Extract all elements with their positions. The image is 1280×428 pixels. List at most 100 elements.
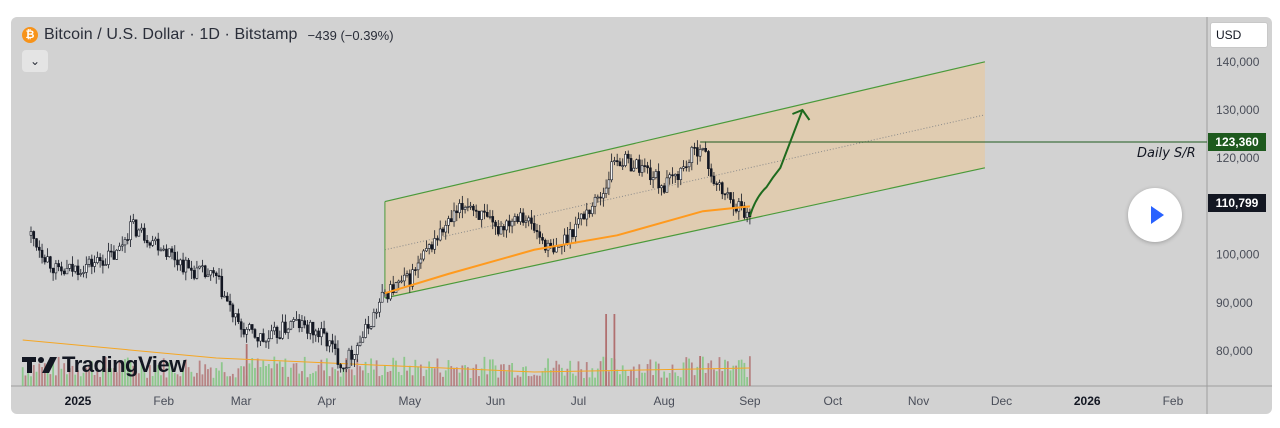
candle-body	[73, 265, 77, 272]
candle-body	[358, 341, 362, 346]
volume-bar	[466, 367, 469, 386]
volume-bar	[630, 369, 632, 386]
y-tick-label: 100,000	[1216, 248, 1260, 262]
volume-bar	[677, 375, 679, 386]
candle-body	[60, 266, 63, 272]
candle-body	[209, 270, 213, 276]
volume-bar	[489, 359, 491, 386]
volume-bar	[447, 360, 450, 386]
volume-bar	[378, 376, 381, 386]
volume-bar	[436, 358, 439, 386]
symbol-title[interactable]: Bitcoin / U.S. Dollar · 1D · Bitstamp	[44, 26, 298, 43]
candle-body	[297, 319, 301, 329]
candle-body	[516, 216, 519, 223]
candle-body	[179, 259, 182, 266]
candle-body	[325, 332, 329, 347]
candle-body	[242, 329, 246, 335]
volume-bar	[563, 375, 566, 386]
volume-bar	[317, 364, 320, 386]
candle-body	[496, 226, 500, 235]
currency-button[interactable]: USD	[1210, 22, 1268, 48]
volume-bar	[254, 367, 256, 386]
candle-body	[679, 167, 683, 180]
volume-bar	[610, 358, 613, 386]
candle-body	[566, 234, 569, 244]
candle-body	[29, 231, 33, 236]
candle-body	[510, 220, 514, 227]
volume-bar	[303, 356, 306, 386]
volume-bar	[643, 372, 646, 386]
candle-body	[361, 337, 365, 343]
volume-bar	[66, 374, 68, 386]
candle-body	[259, 333, 262, 342]
candle-body	[184, 259, 188, 273]
volume-bar	[679, 377, 682, 386]
volume-bar	[442, 376, 444, 386]
candle-body	[109, 250, 113, 253]
chevron-down-icon[interactable]: ⌄	[22, 50, 48, 72]
volume-bar	[151, 376, 154, 386]
play-button[interactable]	[1128, 188, 1182, 242]
candle-body	[701, 148, 705, 150]
volume-bar	[494, 365, 497, 386]
volume-bar	[552, 367, 555, 386]
volume-bar	[118, 361, 121, 386]
volume-bar	[386, 371, 389, 386]
candle-body	[176, 259, 179, 266]
candle-body	[715, 183, 719, 185]
volume-bar	[38, 363, 41, 386]
volume-bar	[500, 364, 502, 386]
volume-bar	[325, 358, 328, 386]
candle-body	[112, 251, 116, 260]
volume-bar	[560, 367, 563, 386]
y-tick-label: 140,000	[1216, 55, 1260, 69]
volume-bar	[701, 356, 704, 386]
candle-body	[129, 221, 132, 241]
candle-body	[311, 321, 315, 336]
candle-body	[499, 226, 503, 235]
volume-bar	[439, 372, 442, 386]
tradingview-logo-icon	[22, 357, 57, 373]
candle-body	[220, 276, 224, 298]
volume-bar	[607, 371, 610, 386]
volume-bar	[226, 376, 229, 386]
volume-bar	[663, 371, 666, 386]
candle-body	[693, 147, 696, 149]
candle-body	[643, 165, 647, 167]
volume-bar	[115, 372, 118, 386]
candle-body	[165, 248, 168, 257]
volume-bar	[431, 368, 433, 386]
candle-body	[71, 263, 74, 272]
candle-body	[596, 196, 600, 199]
candle-body	[101, 260, 105, 266]
candle-body	[541, 237, 544, 241]
candle-body	[198, 265, 201, 269]
candle-body	[613, 160, 616, 163]
volume-bar	[85, 367, 88, 386]
candle-body	[206, 274, 210, 277]
candle-body	[687, 162, 691, 168]
candle-body	[593, 197, 597, 207]
candle-body	[49, 256, 52, 269]
candle-body	[173, 251, 177, 261]
candle-body	[51, 267, 55, 274]
volume-bar	[262, 360, 265, 386]
candle-body	[491, 216, 495, 223]
candle-body	[231, 304, 235, 318]
candle-body	[532, 223, 536, 231]
x-tick-label: Jul	[571, 394, 586, 408]
candle-body	[732, 199, 735, 209]
volume-bar	[184, 359, 187, 386]
volume-bar	[207, 369, 209, 386]
candle-body	[68, 263, 72, 269]
volume-bar	[710, 360, 713, 386]
candle-body	[535, 230, 539, 233]
volume-bar	[425, 369, 428, 386]
volume-bar	[342, 367, 345, 386]
candle-body	[79, 273, 83, 275]
candle-body	[281, 321, 284, 339]
volume-bar	[605, 314, 608, 386]
y-tick-label: 130,000	[1216, 103, 1260, 117]
candle-body	[662, 185, 666, 193]
